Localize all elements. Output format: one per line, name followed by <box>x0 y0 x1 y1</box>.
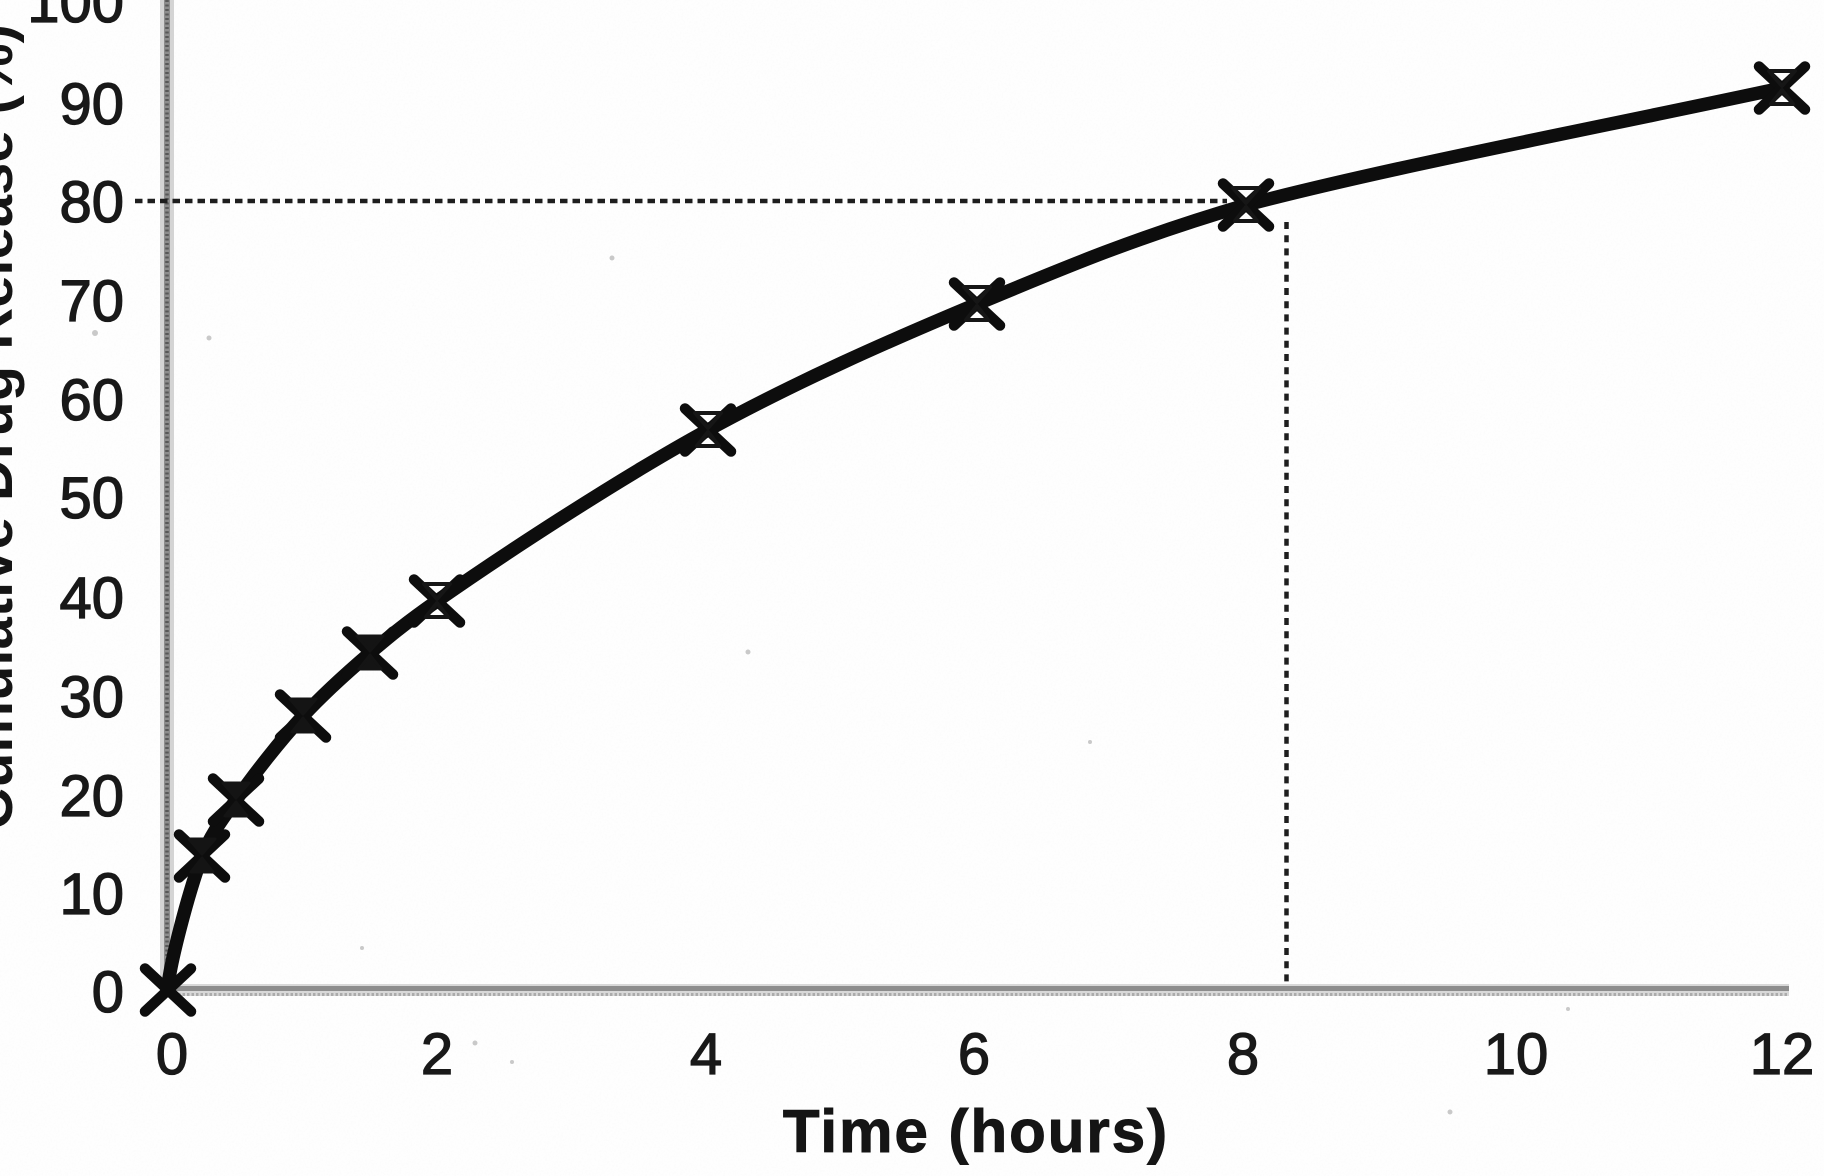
svg-text:50: 50 <box>59 466 124 531</box>
svg-text:Cumulative Drug Release (%): Cumulative Drug Release (%) <box>0 24 25 830</box>
svg-text:4: 4 <box>690 1022 722 1087</box>
svg-text:8: 8 <box>1227 1022 1259 1087</box>
svg-text:12: 12 <box>1750 1022 1815 1087</box>
svg-text:6: 6 <box>958 1022 990 1087</box>
svg-text:80: 80 <box>59 170 124 235</box>
svg-text:0: 0 <box>92 960 124 1025</box>
svg-text:30: 30 <box>59 665 124 730</box>
svg-text:Time (hours): Time (hours) <box>783 1098 1169 1165</box>
svg-text:20: 20 <box>59 764 124 829</box>
svg-text:100: 100 <box>27 0 124 35</box>
svg-text:90: 90 <box>59 72 124 137</box>
svg-text:2: 2 <box>421 1022 453 1087</box>
svg-text:70: 70 <box>59 269 124 334</box>
svg-text:10: 10 <box>59 862 124 927</box>
svg-text:60: 60 <box>59 368 124 433</box>
svg-text:10: 10 <box>1484 1022 1549 1087</box>
svg-text:40: 40 <box>59 566 124 631</box>
svg-text:0: 0 <box>156 1022 188 1087</box>
